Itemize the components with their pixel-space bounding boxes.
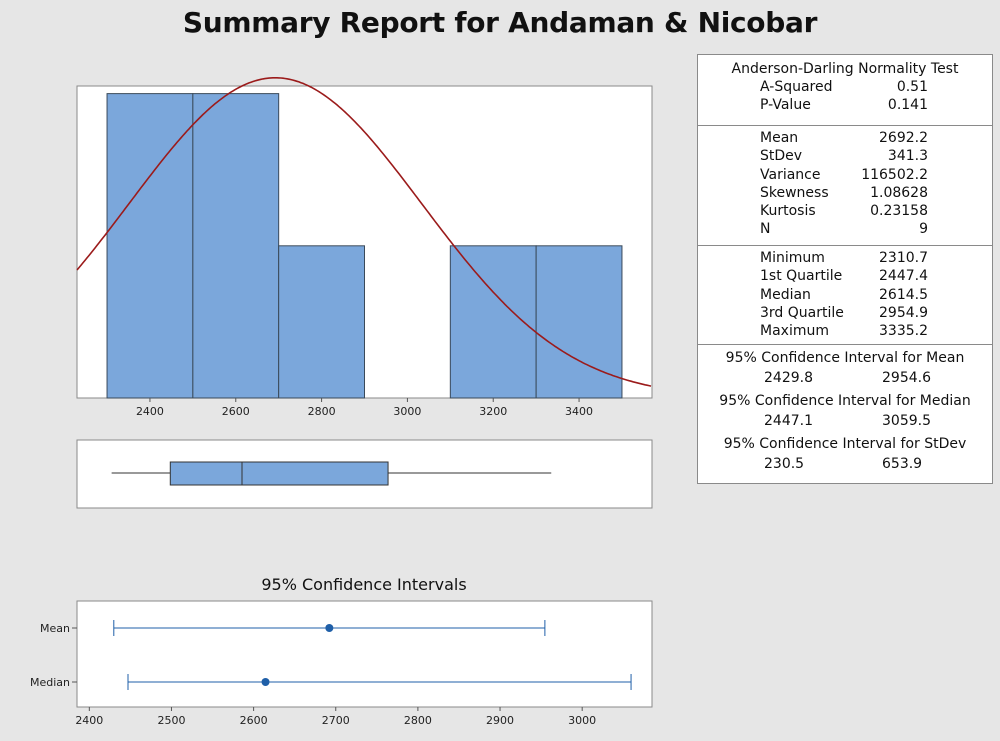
stat-label: Maximum xyxy=(760,323,829,340)
histogram-bar xyxy=(535,245,623,399)
stat-row: Skewness 1.08628 xyxy=(698,184,992,202)
stat-value: 2310.7 xyxy=(879,250,928,266)
confidence-intervals-section: 95% Confidence Interval for Mean 2429.8 … xyxy=(698,345,992,484)
x-tick-label: 3000 xyxy=(568,714,596,727)
stat-label: Kurtosis xyxy=(760,203,816,220)
stat-label: Median xyxy=(760,286,811,303)
ci-stdev-row: 230.5 653.9 xyxy=(698,454,992,474)
stat-label: A-Squared xyxy=(760,79,833,95)
stat-label: P-Value xyxy=(760,97,811,114)
stat-label: 1st Quartile xyxy=(760,268,843,285)
iqr-box xyxy=(169,461,389,486)
moments-section: Mean 2692.2 StDev 341.3 Variance 116502.2 Skew… xyxy=(698,126,992,246)
stat-label: Mean xyxy=(760,130,799,146)
stat-row: 3rd Quartile 2954.9 xyxy=(698,304,992,322)
x-tick-label: 2700 xyxy=(322,714,350,727)
ci-category-label: Median xyxy=(30,676,70,689)
stat-value: 116502.2 xyxy=(861,166,928,183)
ci-interval-mean: Mean xyxy=(40,620,546,636)
ci-stdev-upper: 653.9 xyxy=(882,456,923,472)
x-tick-label: 3000 xyxy=(393,405,421,418)
ci-median-row: 2447.1 3059.5 xyxy=(698,411,992,431)
histogram-panel: 2400 2600 2800 3000 3200 3400 xyxy=(76,77,653,418)
ci-chart-title: 95% Confidence Intervals xyxy=(261,575,466,594)
ci-stdev-lower: 230.5 xyxy=(764,456,805,472)
stat-value: 3335.2 xyxy=(879,323,928,340)
ci-x-axis: 2400 2500 2600 2700 2800 2900 3000 xyxy=(75,707,596,727)
ad-test-rows: A-Squared 0.51 P-Value 0.141 xyxy=(698,78,992,115)
stat-row: Maximum 3335.2 xyxy=(698,322,992,340)
stat-label: N xyxy=(760,221,771,238)
stat-value: 2447.4 xyxy=(879,268,928,285)
ci-median-upper: 3059.5 xyxy=(882,413,931,429)
ci-mean-lower: 2429.8 xyxy=(764,370,813,386)
stat-value: 1.08628 xyxy=(870,184,928,201)
stat-row: Median 2614.5 xyxy=(698,286,992,304)
stat-row: StDev 341.3 xyxy=(698,147,992,165)
x-tick-label: 2600 xyxy=(222,405,250,418)
ad-test-section: Anderson-Darling Normality Test A-Square… xyxy=(698,55,992,126)
stat-row: Kurtosis 0.23158 xyxy=(698,202,992,220)
stat-label: Skewness xyxy=(760,184,829,201)
stat-row: Minimum 2310.7 xyxy=(698,249,992,267)
x-tick-label: 3400 xyxy=(565,405,593,418)
ci-panel: 95% Confidence Intervals Mean Median 2400… xyxy=(30,575,653,727)
stat-label: Minimum xyxy=(760,250,825,266)
histogram-x-axis: 2400 2600 2800 3000 3200 3400 xyxy=(136,398,593,418)
stat-row: Variance 116502.2 xyxy=(698,166,992,184)
ci-median-title: 95% Confidence Interval for Median xyxy=(719,393,971,409)
boxplot-panel xyxy=(76,439,653,509)
histogram-bars xyxy=(106,93,623,399)
x-tick-label: 2800 xyxy=(308,405,336,418)
ci-mean-upper: 2954.6 xyxy=(882,370,931,386)
stat-value: 0.23158 xyxy=(870,203,928,220)
quantiles-section: Minimum 2310.7 1st Quartile 2447.4 Median 261… xyxy=(698,246,992,345)
stat-label: 3rd Quartile xyxy=(760,304,844,321)
stats-table: Anderson-Darling Normality Test A-Square… xyxy=(697,54,993,484)
stat-value: 9 xyxy=(919,221,928,238)
histogram-bar xyxy=(278,245,365,399)
quantile-rows: Minimum 2310.7 1st Quartile 2447.4 Median 261… xyxy=(698,249,992,340)
ci-mean-title: 95% Confidence Interval for Mean xyxy=(725,350,965,366)
stat-row: Mean 2692.2 xyxy=(698,129,992,147)
report-title: Summary Report for Andaman & Nicobar xyxy=(182,6,818,39)
x-tick-label: 2600 xyxy=(240,714,268,727)
stat-label: StDev xyxy=(760,148,803,165)
ci-interval-median: Median xyxy=(30,674,632,690)
stat-value: 0.51 xyxy=(896,79,928,95)
x-tick-label: 2900 xyxy=(486,714,514,727)
stat-value: 341.3 xyxy=(887,148,928,165)
x-tick-label: 2400 xyxy=(136,405,164,418)
stat-value: 2954.9 xyxy=(879,304,928,321)
stat-value: 2614.5 xyxy=(879,286,928,303)
x-tick-label: 2800 xyxy=(404,714,432,727)
stat-row: P-Value 0.141 xyxy=(698,96,992,114)
stat-value: 0.141 xyxy=(887,97,928,114)
ci-frame xyxy=(76,600,653,708)
ci-category-label: Mean xyxy=(40,622,70,635)
ad-test-title: Anderson-Darling Normality Test xyxy=(731,61,959,77)
x-tick-label: 2400 xyxy=(75,714,103,727)
x-tick-label: 3200 xyxy=(479,405,507,418)
ci-mean-row: 2429.8 2954.6 xyxy=(698,368,992,388)
ci-point xyxy=(261,678,270,686)
x-tick-label: 2500 xyxy=(157,714,185,727)
stat-row: 1st Quartile 2447.4 xyxy=(698,267,992,285)
moment-rows: Mean 2692.2 StDev 341.3 Variance 116502.2 Skew… xyxy=(698,129,992,239)
ci-median-lower: 2447.1 xyxy=(764,413,813,429)
ci-marks: Mean Median xyxy=(30,620,632,690)
normal-fit-curve xyxy=(76,77,652,387)
histogram-bar xyxy=(192,93,280,399)
boxplot-marks xyxy=(111,461,552,486)
ci-point xyxy=(325,624,334,632)
stat-row: A-Squared 0.51 xyxy=(698,78,992,96)
stat-value: 2692.2 xyxy=(879,130,928,146)
stat-label: Variance xyxy=(760,166,821,183)
histogram-bar xyxy=(106,93,194,399)
ci-stdev-title: 95% Confidence Interval for StDev xyxy=(723,436,967,452)
